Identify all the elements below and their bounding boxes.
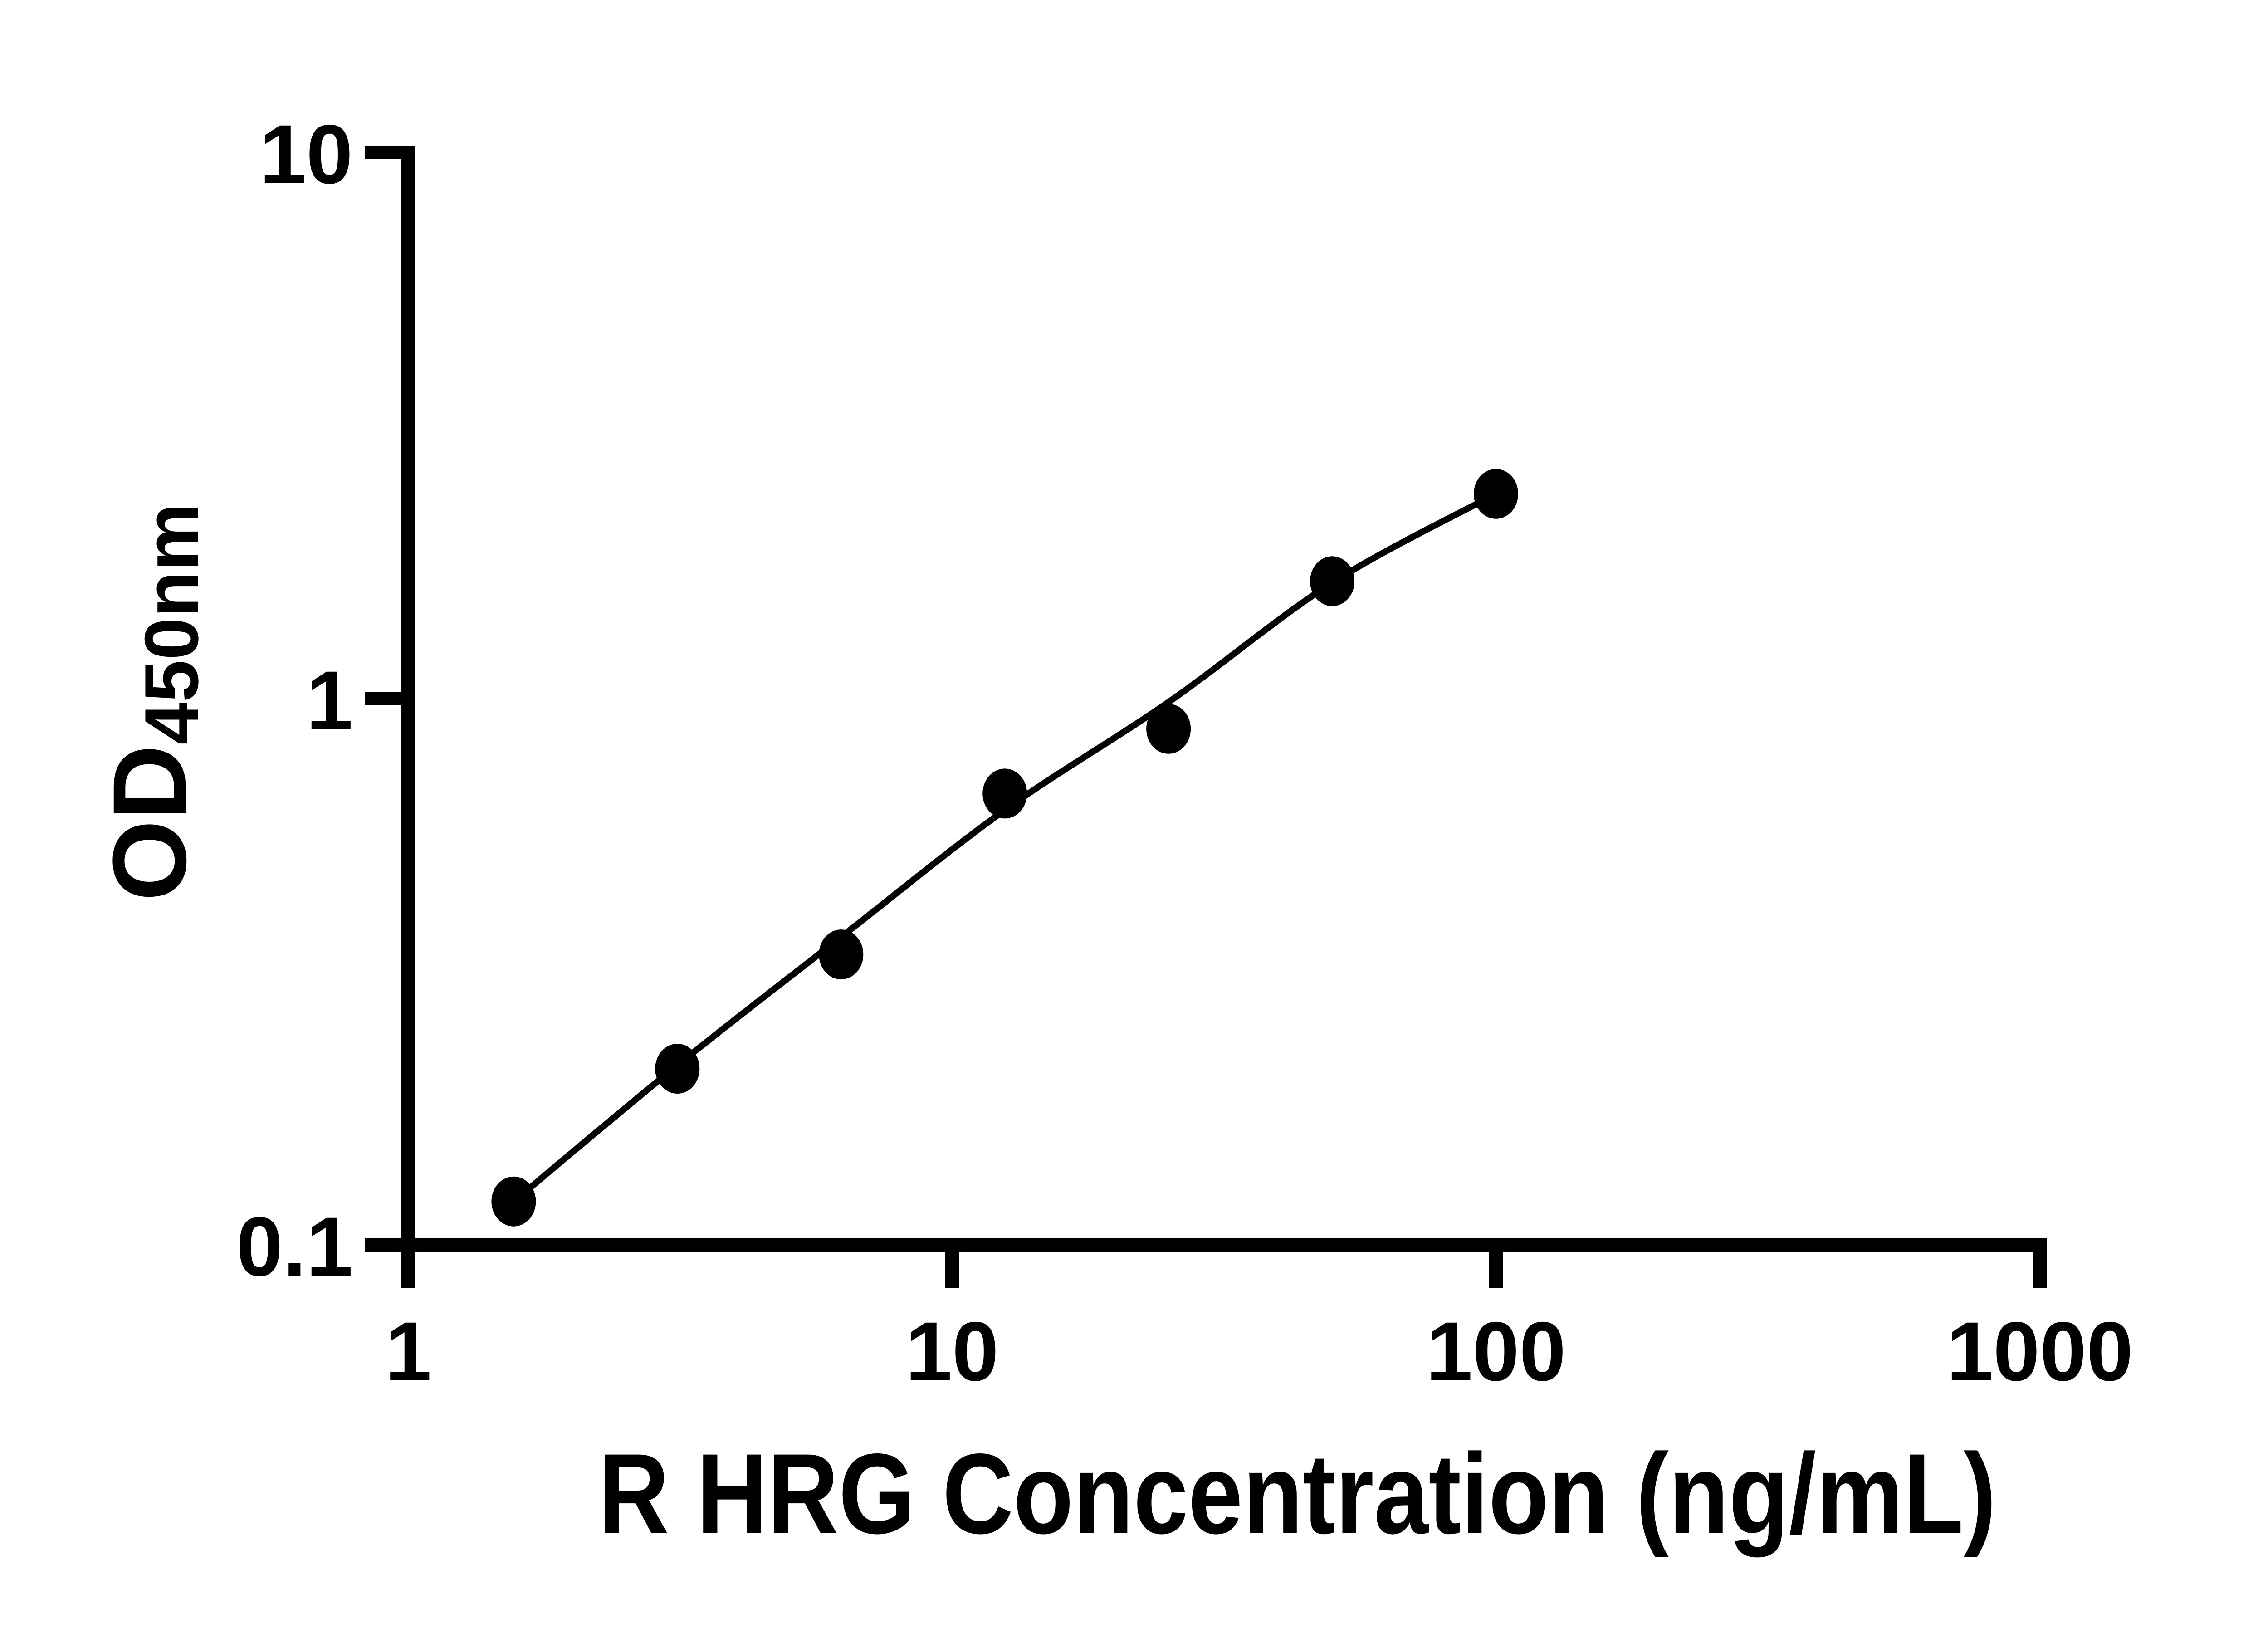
y-axis-title-subscript: 450nm: [128, 503, 214, 745]
data-point-marker: [1310, 556, 1355, 606]
y-axis-title: OD450nm: [91, 503, 214, 901]
x-tick-label-1000: 1000: [1946, 1305, 2133, 1398]
fit-curve-line: [510, 490, 1499, 1205]
x-tick-label-10: 10: [905, 1305, 999, 1398]
data-point-marker: [982, 768, 1027, 819]
y-tick-label-0-1: 0.1: [236, 1200, 353, 1294]
axis-spines: [365, 146, 2047, 1288]
data-point-marker: [819, 929, 864, 980]
y-tick-label-10: 10: [259, 108, 353, 202]
x-axis-title-text: R HRG Concentration (ng/mL): [598, 1430, 1997, 1558]
y-axis-title-main: OD: [91, 744, 208, 901]
data-point-marker: [655, 1044, 700, 1094]
x-axis-title: R HRG Concentration (ng/mL): [484, 1437, 2110, 1551]
axis-tick-marks: [365, 146, 2047, 1288]
data-point-marker: [1474, 469, 1518, 519]
y-tick-label-1: 1: [306, 654, 353, 748]
data-point-marker: [1146, 704, 1191, 754]
x-tick-label-1: 1: [385, 1305, 432, 1398]
data-point-marker: [491, 1176, 536, 1227]
x-tick-label-100: 100: [1426, 1305, 1566, 1398]
